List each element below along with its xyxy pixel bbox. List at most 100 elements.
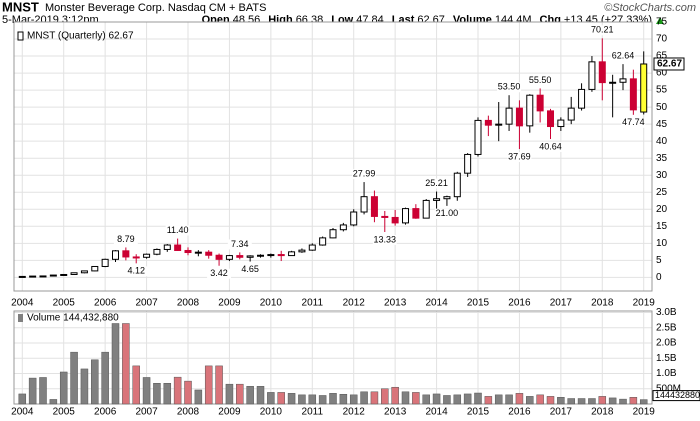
label-bg <box>238 264 263 275</box>
label-bg <box>497 82 522 93</box>
candle-body <box>29 275 37 278</box>
volume-bar <box>401 391 410 405</box>
volume-bar <box>432 393 441 405</box>
legend-icon <box>17 31 24 41</box>
volume-bar <box>277 392 285 405</box>
volume-bar <box>577 398 586 405</box>
credit: ©StockCharts.com <box>604 2 696 14</box>
candle-body <box>526 94 534 127</box>
volume-bar <box>287 393 296 405</box>
volume-bar <box>101 351 109 405</box>
low-label: 21.00 <box>436 208 459 218</box>
candle-body <box>132 256 140 259</box>
volume-bar <box>360 391 368 405</box>
label-bg <box>352 169 377 180</box>
volume-bar <box>598 396 607 405</box>
volume-bar <box>412 392 420 405</box>
volume-x-tick-label: 2009 <box>218 407 241 418</box>
y-tick-label: 20 <box>656 204 668 215</box>
volume-legend-icon <box>18 314 23 322</box>
volume-bar <box>204 365 213 405</box>
volume-bar <box>329 393 337 405</box>
x-tick-label: 2008 <box>177 298 200 309</box>
candle-body <box>598 61 606 84</box>
volume-bar <box>536 394 544 405</box>
y-tick-label: 70 <box>656 34 668 45</box>
volume-x-tick-label: 2010 <box>260 407 283 418</box>
candle-body <box>39 275 47 278</box>
x-tick-label: 2005 <box>53 298 76 309</box>
volume-bar <box>381 388 389 405</box>
x-tick-label: 2004 <box>11 298 34 309</box>
y-tick-label: 50 <box>656 102 668 113</box>
high-label: 8.79 <box>117 234 135 244</box>
high-label: 70.21 <box>591 25 614 35</box>
volume-tick-label: 2.5B <box>656 322 677 333</box>
volume-tick-label: 3.0B <box>656 307 677 318</box>
candle-body <box>18 275 26 278</box>
candle-body <box>80 270 88 274</box>
volume-bar <box>339 393 348 405</box>
label-bg <box>424 178 449 189</box>
y-tick-label: 10 <box>656 238 668 249</box>
candle-body <box>329 229 337 239</box>
candle-body <box>49 274 57 277</box>
last-volume-flag <box>652 390 700 402</box>
volume-legend: Volume 144,432,880 <box>27 313 119 324</box>
low-label: 13.33 <box>374 234 397 244</box>
label-bg <box>124 266 149 277</box>
volume-bar <box>225 383 234 405</box>
volume-bar <box>349 394 358 405</box>
volume-x-tick-label: 2005 <box>53 407 76 418</box>
volume-bar <box>256 386 265 405</box>
label-bg <box>434 208 459 219</box>
candle-body <box>122 250 130 258</box>
label-bg <box>538 141 563 152</box>
change-arrow <box>656 17 664 24</box>
candle-body <box>619 78 627 83</box>
candle-body <box>464 153 472 174</box>
volume-bar <box>567 398 575 405</box>
candle-body <box>422 199 430 219</box>
x-tick-label: 2015 <box>467 298 490 309</box>
volume-bar <box>111 323 120 405</box>
candle-body <box>277 254 285 257</box>
volume-bar <box>422 394 430 405</box>
volume-bar <box>546 396 555 405</box>
label-bg <box>372 234 397 245</box>
label-bg <box>207 268 232 279</box>
volume-bar <box>608 397 617 405</box>
candle-body <box>370 196 378 217</box>
x-tick-label: 2009 <box>218 298 241 309</box>
symbol: MNST <box>2 0 39 14</box>
candle-body <box>257 254 264 257</box>
volume-bar <box>163 383 172 405</box>
y-tick-label: 40 <box>656 136 668 147</box>
volume-panel <box>14 311 652 404</box>
x-tick-label: 2013 <box>384 298 407 309</box>
candle-body <box>505 107 513 125</box>
volume-tick-label: 500M <box>656 383 681 394</box>
volume-bar <box>463 393 472 405</box>
volume-x-tick-label: 2008 <box>177 407 200 418</box>
volume-bar <box>370 391 379 405</box>
volume-x-tick-label: 2018 <box>591 407 614 418</box>
volume-x-tick-label: 2004 <box>11 407 34 418</box>
y-tick-label: 45 <box>656 119 668 130</box>
label-bg <box>528 75 553 86</box>
candle-body <box>360 196 368 213</box>
volume-x-tick-label: 2012 <box>343 407 366 418</box>
candle-body <box>194 251 202 254</box>
candle-body <box>495 123 503 126</box>
volume-x-tick-label: 2007 <box>135 407 158 418</box>
volume-bar <box>28 377 37 405</box>
candle-body <box>484 119 492 126</box>
volume-bar <box>18 393 27 405</box>
x-tick-label: 2010 <box>260 298 283 309</box>
high-label: 11.40 <box>167 225 189 235</box>
x-tick-label: 2007 <box>135 298 158 309</box>
x-tick-label: 2017 <box>550 298 573 309</box>
volume-bar <box>298 394 306 405</box>
volume-bar <box>91 359 99 405</box>
